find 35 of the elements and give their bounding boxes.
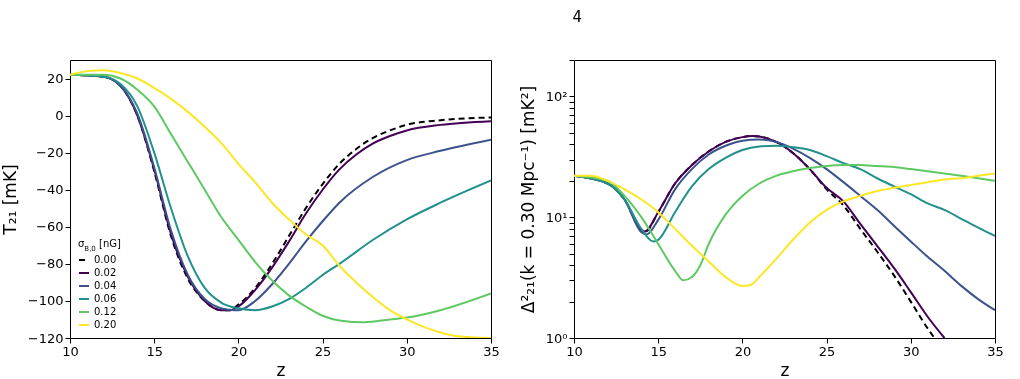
x-tick-label: 15	[146, 343, 163, 359]
y-tick-label: −40	[36, 182, 64, 198]
x-tick-label: 25	[818, 343, 836, 359]
legend-label: 0.02	[94, 267, 117, 278]
y-tick-label: −60	[36, 219, 64, 235]
x-tick-label: 35	[987, 343, 1004, 359]
legend-label: 0.20	[94, 319, 117, 330]
y-tick-label: −20	[36, 145, 64, 161]
legend-label: 0.06	[94, 293, 117, 304]
y-tick-label: 0	[55, 108, 64, 124]
y-tick-label: −80	[36, 256, 64, 272]
x-tick-label: 30	[903, 343, 920, 359]
y-tick-label: 10⁰	[545, 330, 568, 346]
legend-label: 0.12	[94, 306, 117, 317]
text: 4	[572, 8, 582, 26]
y-tick-label: −120	[27, 330, 64, 346]
x-tick-label: 10	[566, 343, 583, 359]
legend-title: σ$_{B,0}$ [nG]	[78, 238, 121, 253]
x-axis-title: z	[780, 359, 790, 379]
x-tick-label: 35	[483, 343, 500, 359]
y-tick-label: −100	[27, 293, 64, 309]
legend-label: 0.04	[94, 280, 117, 291]
x-axis-title: z	[276, 359, 286, 379]
y-tick-label: 10¹	[545, 209, 568, 225]
y-tick-label: 20	[46, 71, 64, 87]
y-axis-title: T₂₁ [mK]	[0, 164, 20, 236]
legend-label: 0.00	[94, 254, 117, 265]
x-tick-label: 10	[62, 343, 79, 359]
x-tick-label: 25	[314, 343, 332, 359]
x-tick-label: 20	[734, 343, 752, 359]
x-tick-label: 30	[399, 343, 416, 359]
x-tick-label: 20	[230, 343, 248, 359]
x-tick-label: 15	[650, 343, 667, 359]
y-tick-label: 10²	[545, 88, 568, 104]
y-axis-title: Δ²₂₁(k = 0.30 Mpc⁻¹) [mK²]	[517, 85, 538, 314]
